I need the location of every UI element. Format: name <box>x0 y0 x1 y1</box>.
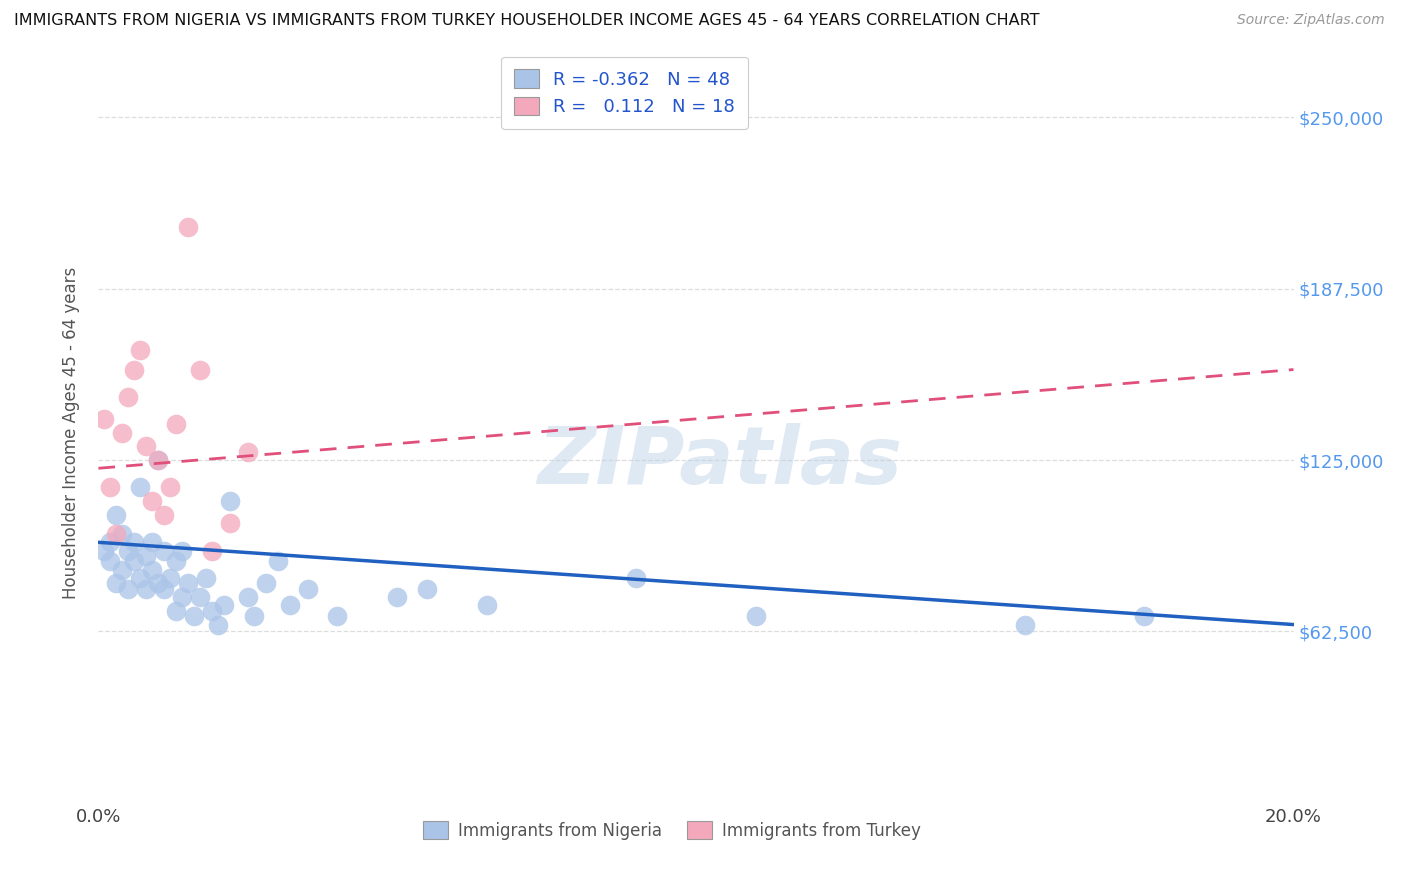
Point <box>745 609 768 624</box>
Point <box>105 576 128 591</box>
Point <box>129 480 152 494</box>
Point <box>385 590 409 604</box>
Text: Source: ZipAtlas.com: Source: ZipAtlas.com <box>1237 13 1385 28</box>
Point <box>297 582 319 596</box>
Point <box>135 439 157 453</box>
Point <box>159 480 181 494</box>
Point <box>148 453 170 467</box>
Point <box>188 590 211 604</box>
Point <box>153 582 176 596</box>
Point <box>141 563 163 577</box>
Point <box>326 609 349 624</box>
Text: IMMIGRANTS FROM NIGERIA VS IMMIGRANTS FROM TURKEY HOUSEHOLDER INCOME AGES 45 - 6: IMMIGRANTS FROM NIGERIA VS IMMIGRANTS FR… <box>14 13 1039 29</box>
Point <box>135 582 157 596</box>
Point <box>117 582 139 596</box>
Text: ZIPatlas: ZIPatlas <box>537 423 903 501</box>
Point <box>124 554 146 568</box>
Point <box>124 362 146 376</box>
Point <box>105 527 128 541</box>
Point <box>278 599 301 613</box>
Point <box>219 494 242 508</box>
Point <box>177 219 200 234</box>
Point <box>254 576 277 591</box>
Point <box>141 494 163 508</box>
Y-axis label: Householder Income Ages 45 - 64 years: Householder Income Ages 45 - 64 years <box>62 267 80 599</box>
Point <box>129 343 152 358</box>
Point <box>201 604 224 618</box>
Point <box>141 535 163 549</box>
Point <box>165 604 187 618</box>
Point <box>148 576 170 591</box>
Point <box>243 609 266 624</box>
Point <box>111 527 134 541</box>
Point <box>267 554 290 568</box>
Point <box>1014 617 1036 632</box>
Point <box>98 480 122 494</box>
Point <box>207 617 229 632</box>
Point <box>212 599 235 613</box>
Point <box>124 535 146 549</box>
Point <box>111 425 134 440</box>
Point <box>201 543 224 558</box>
Point <box>219 516 242 530</box>
Point <box>626 571 648 585</box>
Point <box>188 362 211 376</box>
Point <box>117 543 139 558</box>
Point <box>98 554 122 568</box>
Legend: Immigrants from Nigeria, Immigrants from Turkey: Immigrants from Nigeria, Immigrants from… <box>416 814 928 847</box>
Point <box>475 599 498 613</box>
Point <box>159 571 181 585</box>
Point <box>148 453 170 467</box>
Point <box>105 508 128 522</box>
Point <box>165 554 187 568</box>
Point <box>129 571 152 585</box>
Point <box>165 417 187 432</box>
Point <box>1133 609 1156 624</box>
Point <box>236 445 259 459</box>
Point <box>111 563 134 577</box>
Point <box>195 571 218 585</box>
Point <box>236 590 259 604</box>
Point <box>135 549 157 563</box>
Point <box>153 543 176 558</box>
Point <box>93 543 115 558</box>
Point <box>177 576 200 591</box>
Point <box>93 412 115 426</box>
Point <box>416 582 439 596</box>
Point <box>172 543 194 558</box>
Point <box>183 609 205 624</box>
Point <box>117 390 139 404</box>
Point <box>98 535 122 549</box>
Point <box>172 590 194 604</box>
Point <box>153 508 176 522</box>
